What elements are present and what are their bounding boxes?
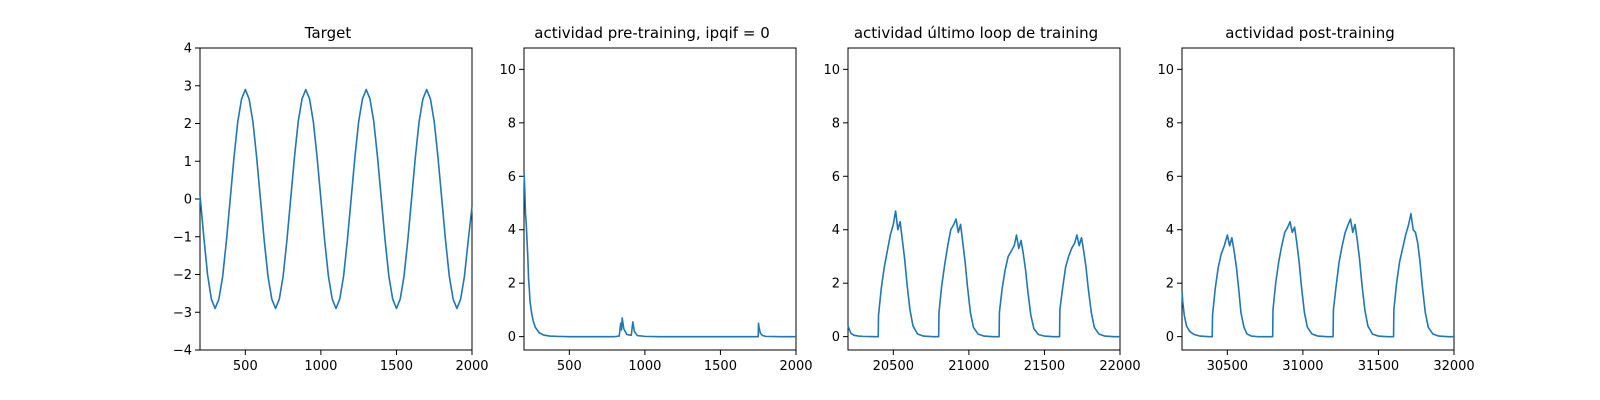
panel-4: actividad post-training 30500 31000 31500 3… xyxy=(1157,24,1474,374)
panel-2-ytick-label: 8 xyxy=(508,116,516,131)
panel-4-ytick-label: 2 xyxy=(1166,277,1174,292)
panel-1-ytick-label: −2 xyxy=(173,268,192,283)
panel-3-ytick-label: 6 xyxy=(832,170,840,185)
panel-3-ytick-label: 10 xyxy=(823,63,840,78)
panel-4-ytick-label: 10 xyxy=(1157,63,1174,78)
panel-2-xtick-label: 1500 xyxy=(704,359,737,374)
panel-1-ytick-label: −3 xyxy=(173,306,192,321)
panel-3-axes-frame xyxy=(847,47,1121,351)
panel-4-ytick-label: 8 xyxy=(1166,116,1174,131)
panel-1: Target 500 1000 1500 2000 −4 −3 −2 −1 0 1 2 3 4 xyxy=(173,24,489,374)
panel-3-title: actividad último loop de training xyxy=(854,24,1098,42)
panel-4-ytick-label: 6 xyxy=(1166,170,1174,185)
panel-4-axes-frame xyxy=(1181,47,1455,351)
panel-2: actividad pre-training, ipqif = 0 500 100… xyxy=(499,24,812,374)
panel-2-xtick-label: 1000 xyxy=(628,359,661,374)
panel-3-xtick-label: 20500 xyxy=(873,359,914,374)
panel-2-axes-frame xyxy=(523,47,797,351)
panel-1-ticks: 500 1000 1500 2000 −4 −3 −2 −1 0 1 2 3 4 xyxy=(173,42,489,375)
panel-1-xtick-label: 500 xyxy=(233,359,258,374)
panel-1-ytick-label: 4 xyxy=(184,42,192,57)
panel-1-xtick-label: 1500 xyxy=(380,359,413,374)
panel-2-ytick-label: 4 xyxy=(508,223,516,238)
panel-4-title: actividad post-training xyxy=(1225,24,1394,42)
panel-3-xtick-label: 21000 xyxy=(948,359,989,374)
panel-1-xtick-label: 1000 xyxy=(304,359,337,374)
panel-1-series-line xyxy=(199,88,473,310)
panel-3-ticks: 20500 21000 21500 22000 0 2 4 6 8 10 xyxy=(823,63,1140,374)
panel-1-axes-frame xyxy=(199,47,473,351)
panel-3-xtick-label: 21500 xyxy=(1024,359,1065,374)
panel-3-xtick-label: 22000 xyxy=(1099,359,1140,374)
panel-2-ytick-label: 2 xyxy=(508,277,516,292)
panel-2-xtick-label: 2000 xyxy=(779,359,812,374)
panel-2-title: actividad pre-training, ipqif = 0 xyxy=(534,24,770,42)
panel-2-ytick-label: 0 xyxy=(508,330,516,345)
panel-3-ytick-label: 8 xyxy=(832,116,840,131)
panel-4-xtick-label: 31500 xyxy=(1358,359,1399,374)
panel-3-ytick-label: 4 xyxy=(832,223,840,238)
panel-1-ytick-label: 1 xyxy=(184,155,192,170)
panel-4-series-line xyxy=(1181,212,1454,338)
panel-1-title: Target xyxy=(304,24,352,42)
panel-1-ytick-label: 3 xyxy=(184,79,192,94)
panel-3-series-line xyxy=(847,210,1120,338)
panel-4-xtick-label: 31000 xyxy=(1282,359,1323,374)
panel-2-ticks: 500 1000 1500 2000 0 2 4 6 8 10 xyxy=(499,63,812,374)
panel-3-ytick-label: 2 xyxy=(832,277,840,292)
panel-2-ytick-label: 10 xyxy=(499,63,516,78)
panel-2-series-line xyxy=(523,170,796,338)
panel-2-ytick-label: 6 xyxy=(508,170,516,185)
panel-1-ytick-label: 2 xyxy=(184,117,192,132)
panel-1-ytick-label: −4 xyxy=(173,344,192,359)
panel-2-xtick-label: 500 xyxy=(557,359,582,374)
panel-4-xtick-label: 30500 xyxy=(1207,359,1248,374)
panel-4-xtick-label: 32000 xyxy=(1433,359,1474,374)
panel-3-ytick-label: 0 xyxy=(832,330,840,345)
panel-4-ytick-label: 0 xyxy=(1166,330,1174,345)
panel-1-xtick-label: 2000 xyxy=(455,359,488,374)
panel-1-ytick-label: 0 xyxy=(184,193,192,208)
panel-4-ytick-label: 4 xyxy=(1166,223,1174,238)
panel-4-ticks: 30500 31000 31500 32000 0 2 4 6 8 10 xyxy=(1157,63,1474,374)
panel-3: actividad último loop de training 20500 2… xyxy=(823,24,1140,374)
panel-1-ytick-label: −1 xyxy=(173,230,192,245)
